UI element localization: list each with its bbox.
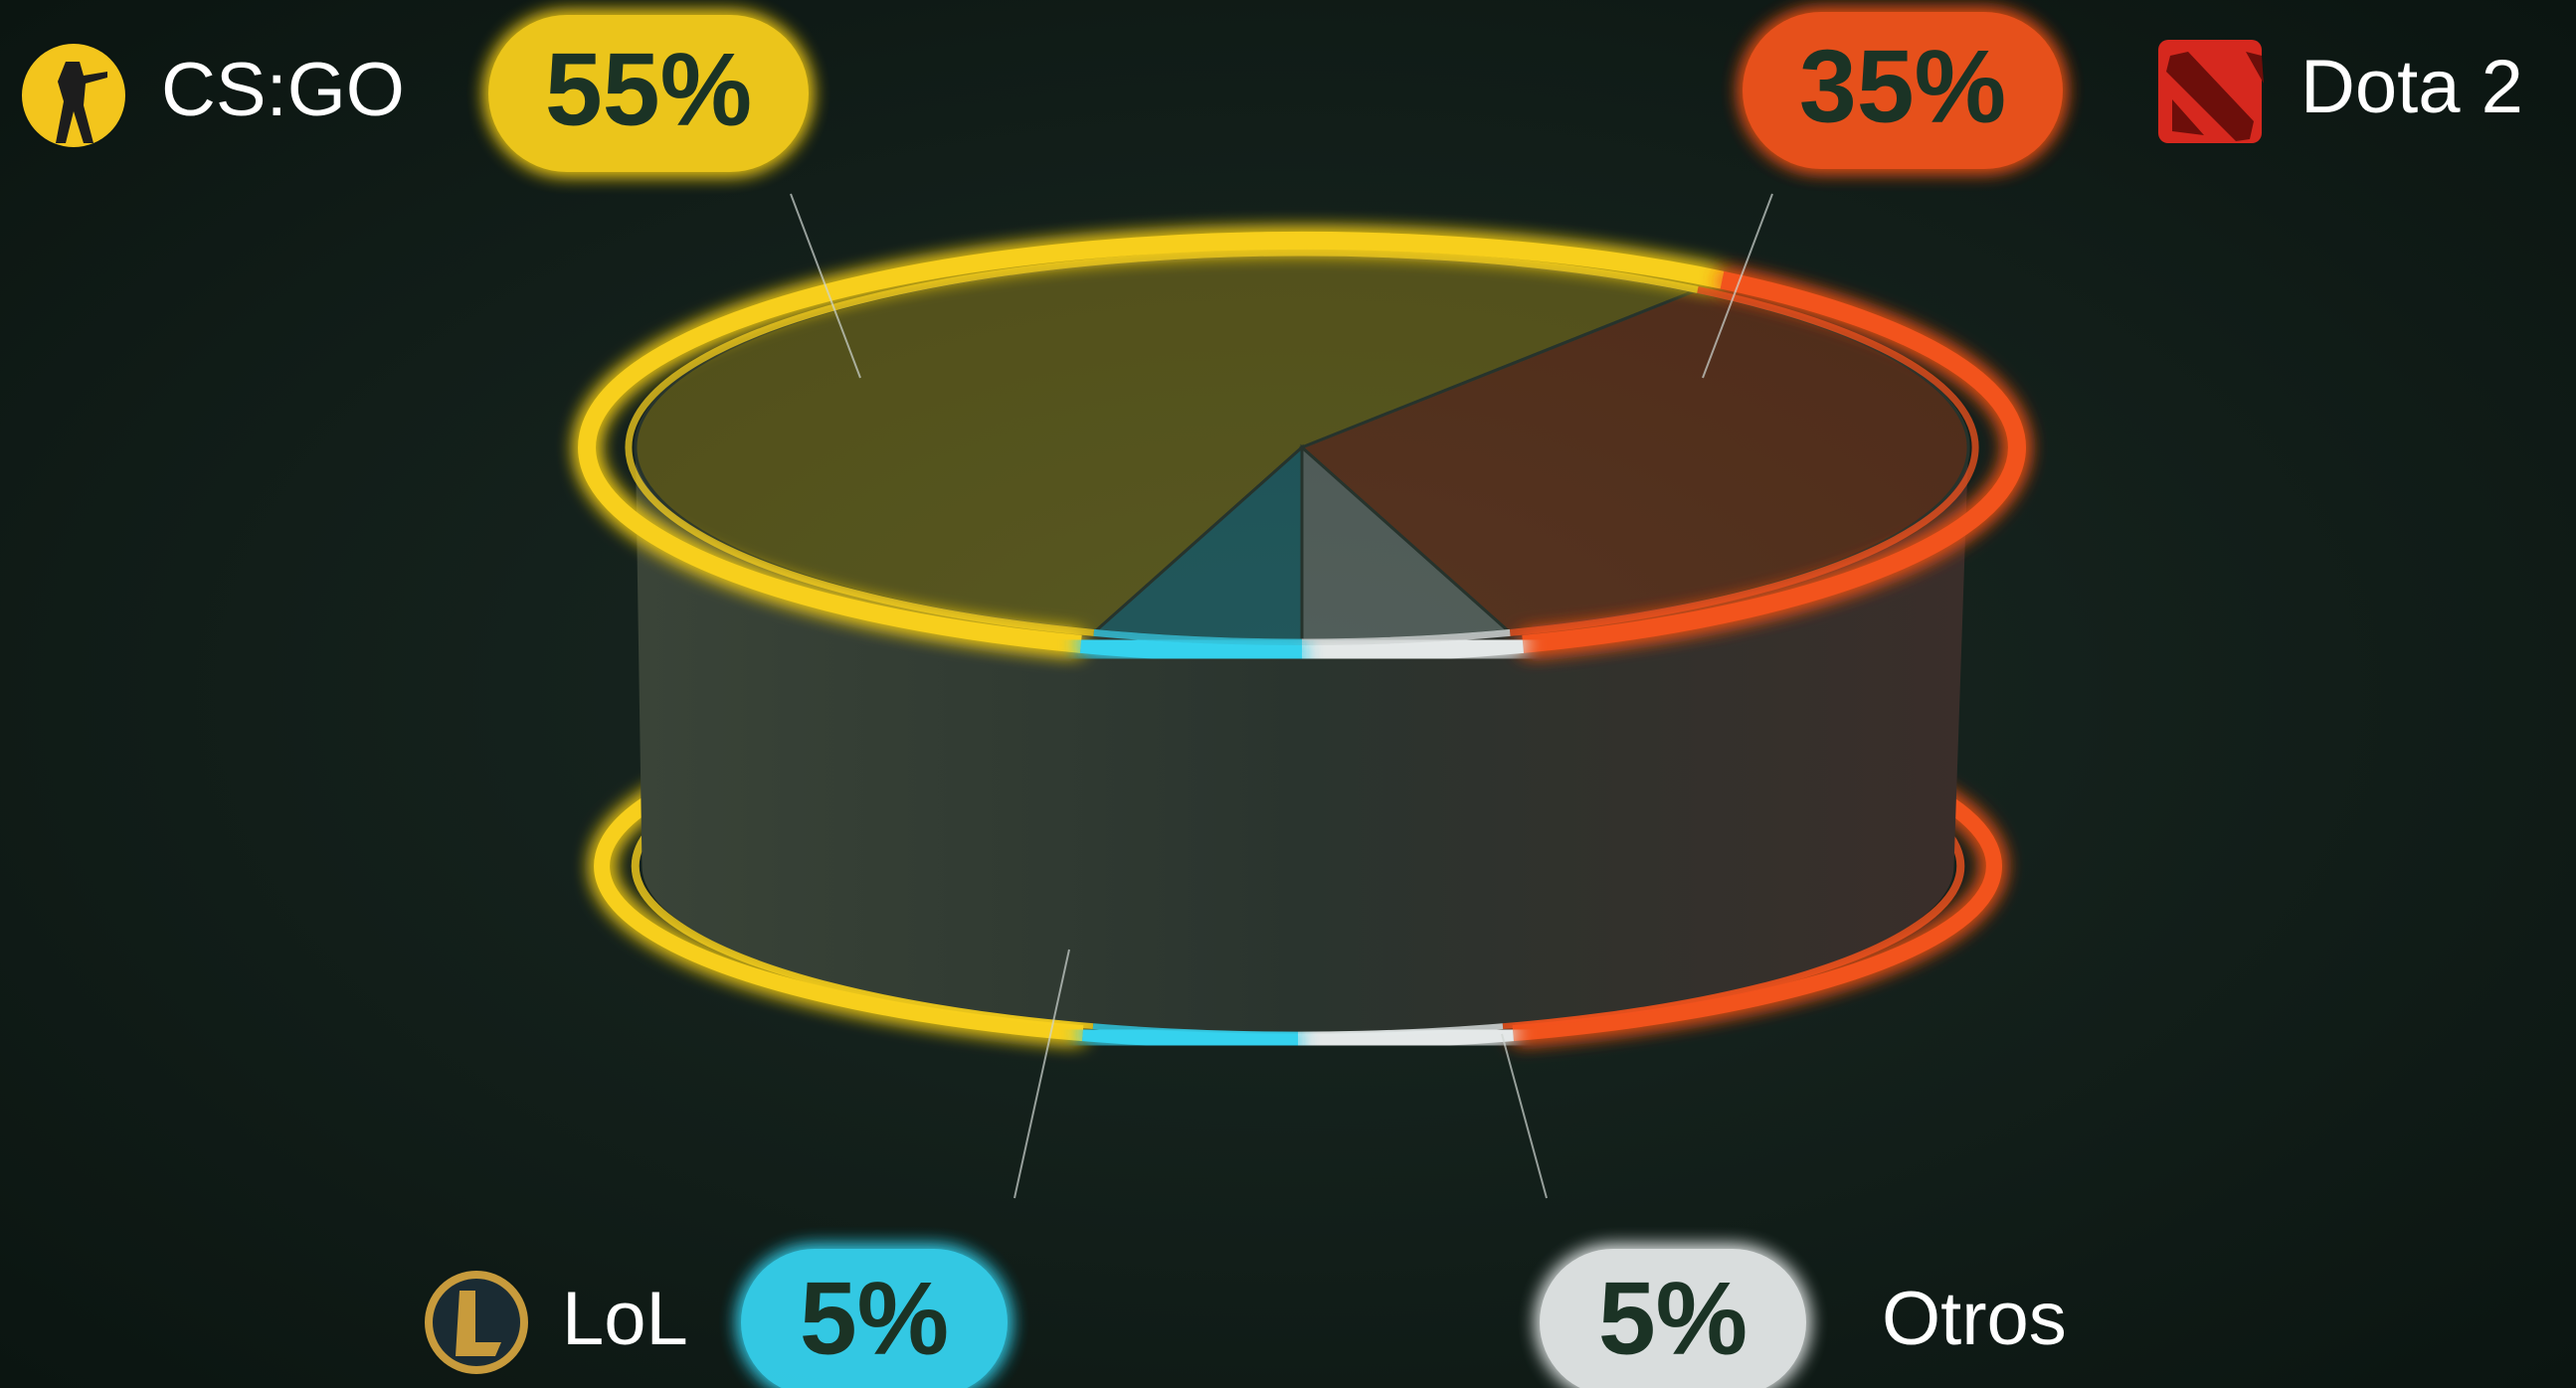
legend-label: Dota 2 bbox=[2300, 45, 2523, 129]
value-pill bbox=[1743, 12, 2063, 169]
top-rim bbox=[1522, 270, 2026, 653]
top-rim bbox=[1079, 634, 1303, 664]
lol-icon bbox=[425, 1271, 528, 1374]
legend-label: CS:GO bbox=[161, 48, 405, 132]
legend-label: Otros bbox=[1882, 1277, 2067, 1361]
value-label: 35% bbox=[1799, 29, 2006, 144]
leader-line bbox=[790, 193, 861, 379]
value-label: 5% bbox=[1598, 1261, 1748, 1376]
value-pill bbox=[1540, 1249, 1806, 1388]
bottom-rim bbox=[1082, 1025, 1299, 1050]
leader-line bbox=[1702, 193, 1773, 379]
top-rim-inner bbox=[625, 249, 1699, 636]
bottom-rim-inner bbox=[1297, 1021, 1504, 1038]
pie-wall bbox=[635, 447, 1969, 1032]
labels: 55% CS:GO 35% Dota 2 5% Otros 5% LoL bbox=[161, 12, 2523, 1388]
bottom-rim-inner bbox=[1092, 1021, 1299, 1038]
value-label: 55% bbox=[545, 32, 752, 147]
top-rim bbox=[578, 231, 1725, 653]
value-label: 5% bbox=[800, 1261, 949, 1376]
leader-line bbox=[1501, 1033, 1548, 1199]
top-rim-inner bbox=[1301, 628, 1511, 646]
value-pill bbox=[488, 15, 809, 172]
value-pill bbox=[741, 1249, 1008, 1388]
leader-lines bbox=[790, 193, 1773, 1199]
csgo-icon bbox=[22, 44, 125, 147]
bottom-rim bbox=[1297, 1025, 1514, 1050]
legend-label: LoL bbox=[562, 1277, 688, 1361]
leader-line bbox=[1013, 949, 1070, 1199]
top-rim-inner bbox=[1509, 286, 1979, 636]
top-rim-inner bbox=[1093, 628, 1303, 646]
dota-icon bbox=[2158, 40, 2264, 143]
top-rim bbox=[1301, 634, 1525, 664]
pie bbox=[578, 231, 2026, 1050]
